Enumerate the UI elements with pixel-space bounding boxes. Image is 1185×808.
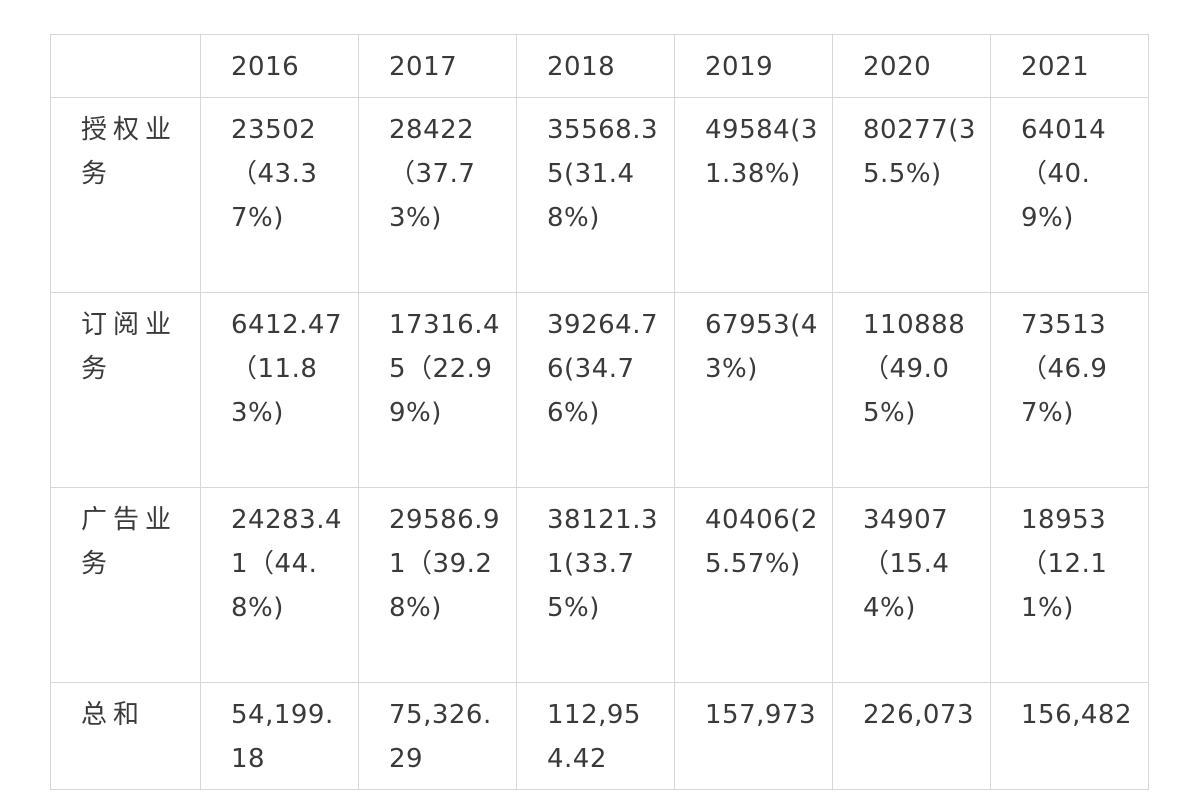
table-cell: 29586.91（39.28%) bbox=[358, 487, 517, 683]
header-year-2020: 2020 bbox=[832, 34, 991, 98]
table-row-advertising: 广告业务 24283.41（44.8%) 29586.91（39.28%) 38… bbox=[50, 487, 1149, 683]
header-year-2016: 2016 bbox=[200, 34, 359, 98]
table-cell: 80277(35.5%) bbox=[832, 97, 991, 293]
table-cell: 112,954.42 bbox=[516, 682, 675, 790]
table-cell: 49584(31.38%) bbox=[674, 97, 833, 293]
header-year-2017: 2017 bbox=[358, 34, 517, 98]
table-row-total: 总和 54,199.18 75,326.29 112,954.42 157,97… bbox=[50, 682, 1149, 790]
table-cell: 67953(43%) bbox=[674, 292, 833, 488]
table-cell: 28422（37.73%) bbox=[358, 97, 517, 293]
header-year-2021: 2021 bbox=[990, 34, 1149, 98]
header-year-2019: 2019 bbox=[674, 34, 833, 98]
header-corner-cell bbox=[50, 34, 201, 98]
row-label-advertising: 广告业务 bbox=[50, 487, 201, 683]
row-label-licensing: 授权业务 bbox=[50, 97, 201, 293]
revenue-table: 2016 2017 2018 2019 2020 2021 授权业务 23502… bbox=[50, 34, 1149, 790]
table-cell: 24283.41（44.8%) bbox=[200, 487, 359, 683]
table-cell: 34907（15.44%) bbox=[832, 487, 991, 683]
table-cell: 54,199.18 bbox=[200, 682, 359, 790]
table-cell: 157,973 bbox=[674, 682, 833, 790]
table-cell: 40406(25.57%) bbox=[674, 487, 833, 683]
table-cell: 156,482 bbox=[990, 682, 1149, 790]
table-cell: 39264.76(34.76%) bbox=[516, 292, 675, 488]
table-row-licensing: 授权业务 23502（43.37%) 28422（37.73%) 35568.3… bbox=[50, 97, 1149, 293]
table-cell: 38121.31(33.75%) bbox=[516, 487, 675, 683]
table-cell: 6412.47（11.83%) bbox=[200, 292, 359, 488]
table-row-subscription: 订阅业务 6412.47（11.83%) 17316.45（22.99%) 39… bbox=[50, 292, 1149, 488]
table-cell: 64014（40.9%) bbox=[990, 97, 1149, 293]
row-label-total: 总和 bbox=[50, 682, 201, 790]
header-year-2018: 2018 bbox=[516, 34, 675, 98]
table-cell: 75,326.29 bbox=[358, 682, 517, 790]
table-cell: 18953（12.11%) bbox=[990, 487, 1149, 683]
table-cell: 17316.45（22.99%) bbox=[358, 292, 517, 488]
table-cell: 226,073 bbox=[832, 682, 991, 790]
row-label-subscription: 订阅业务 bbox=[50, 292, 201, 488]
table-header-row: 2016 2017 2018 2019 2020 2021 bbox=[50, 34, 1149, 98]
table-cell: 35568.35(31.48%) bbox=[516, 97, 675, 293]
table-cell: 110888（49.05%) bbox=[832, 292, 991, 488]
table-cell: 23502（43.37%) bbox=[200, 97, 359, 293]
table-cell: 73513（46.97%) bbox=[990, 292, 1149, 488]
